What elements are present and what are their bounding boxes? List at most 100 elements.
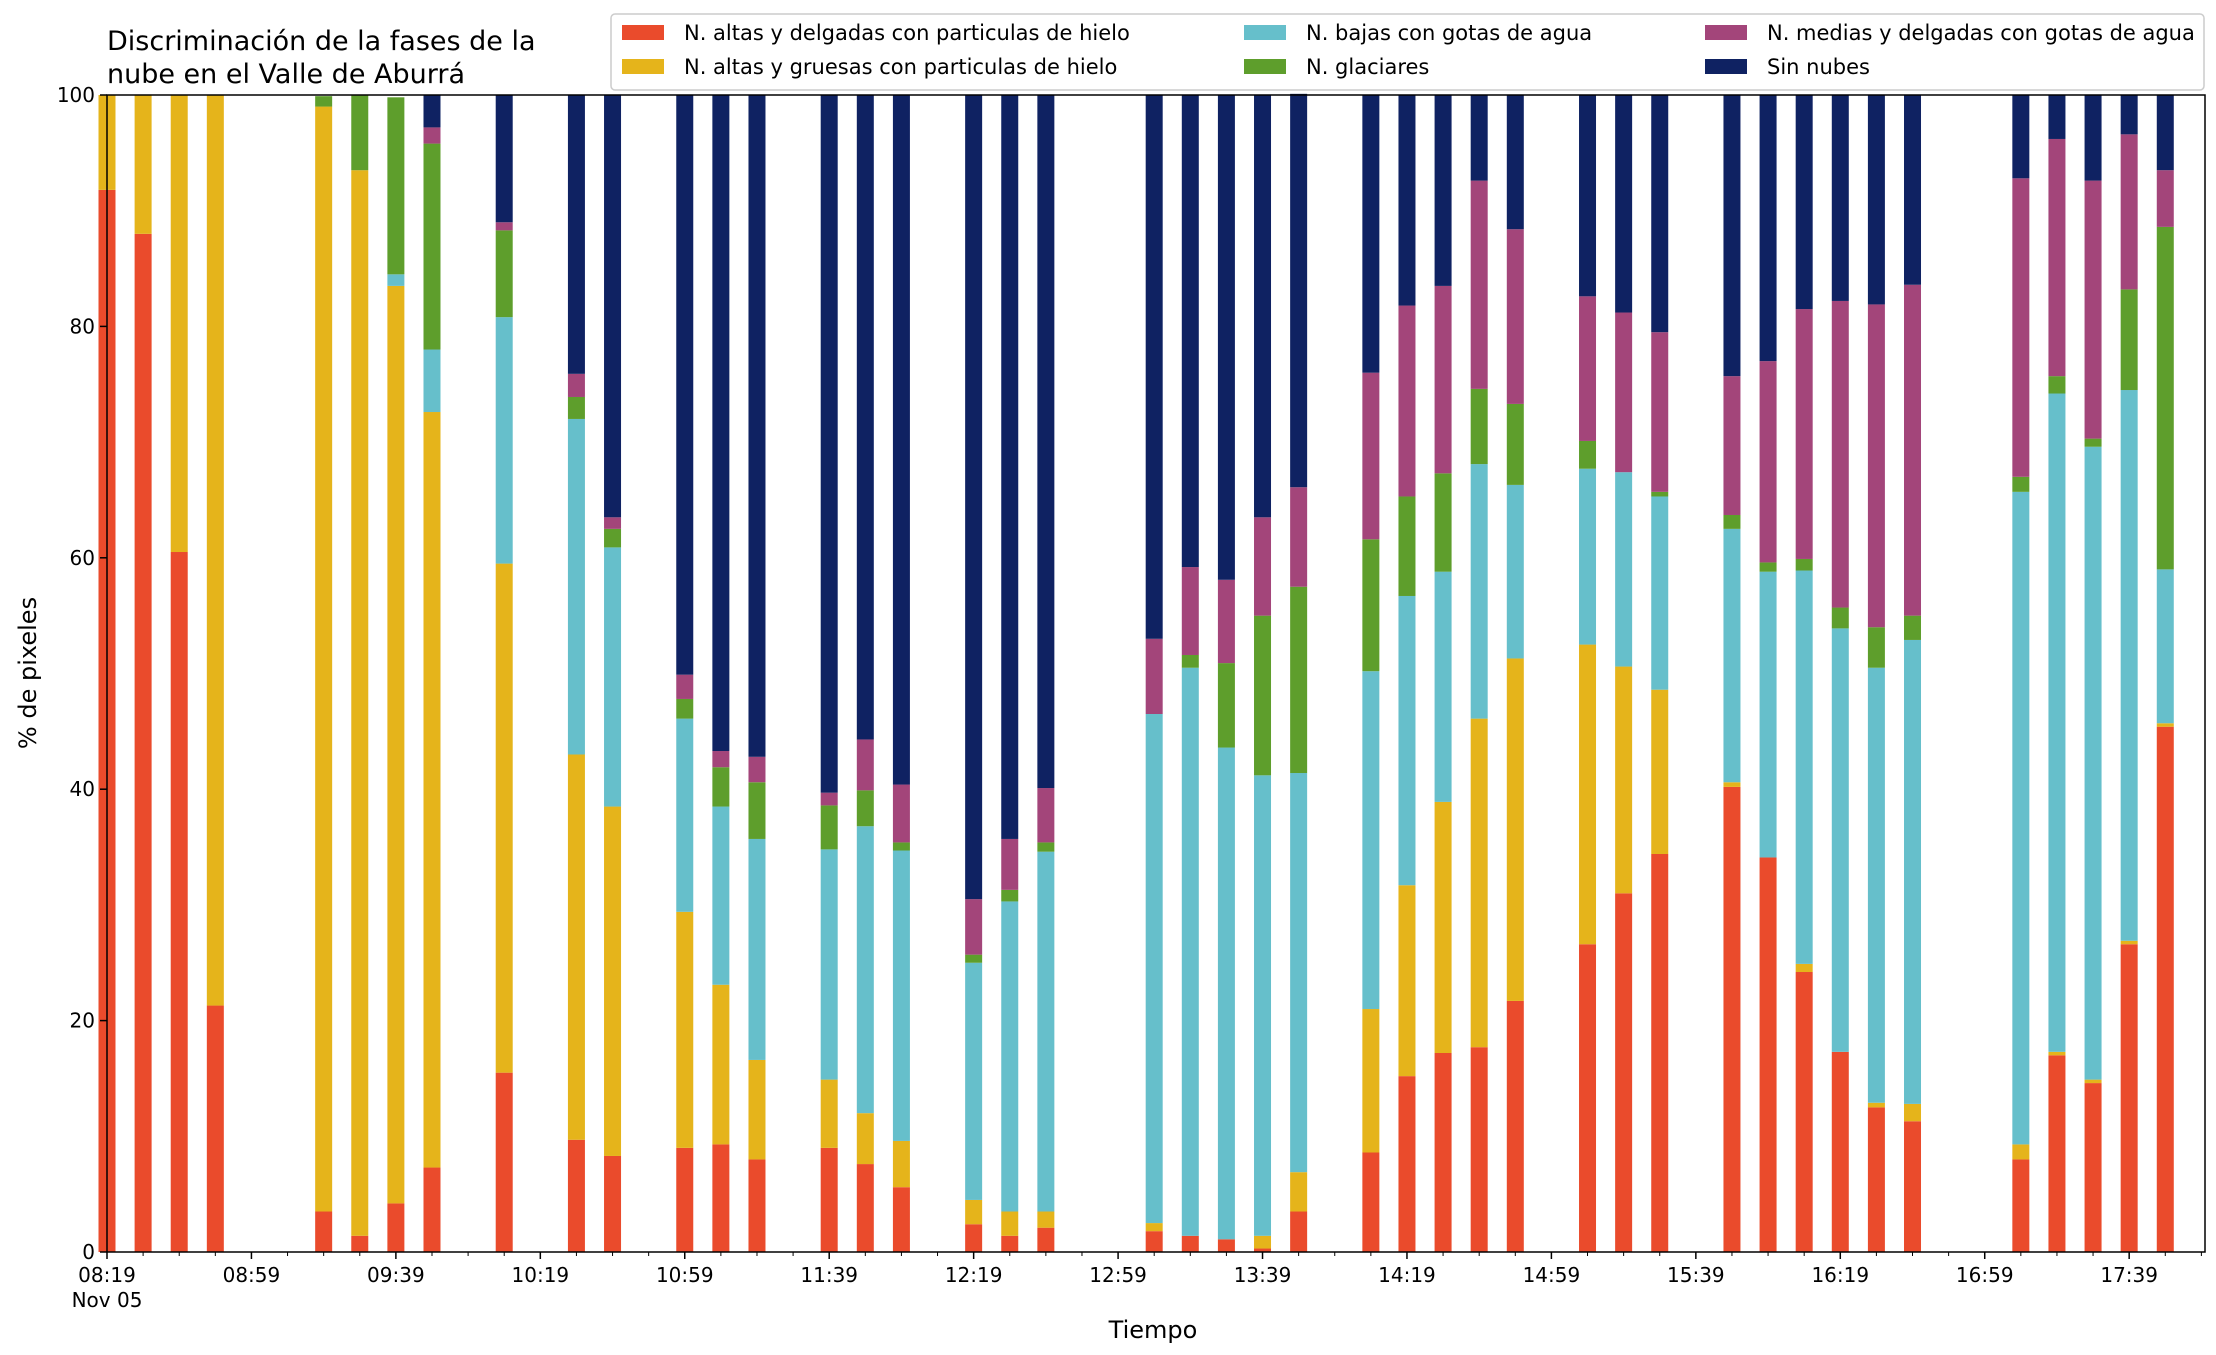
bar-segment (1506, 658, 1524, 1001)
x-axis-label: Tiempo (1108, 1316, 1198, 1344)
bar-segment (2012, 95, 2030, 179)
bar-segment (1867, 1102, 1885, 1108)
bar-segment (1001, 1211, 1019, 1236)
legend-swatch (1705, 59, 1747, 74)
bar-segment (2048, 138, 2066, 377)
x-tick-label: 16:59 (1956, 1263, 2014, 1287)
bar-segment (712, 95, 730, 752)
bar-segment (170, 552, 188, 1252)
x-tick-label: 14:59 (1523, 1263, 1581, 1287)
bar-segment (676, 718, 694, 912)
bar-segment (1290, 93, 1308, 488)
bar-segment (748, 1059, 766, 1160)
x-tick-label: 16:19 (1811, 1263, 1869, 1287)
bar-segment (1362, 372, 1380, 540)
bar-segment (1217, 1239, 1235, 1252)
bar-segment (748, 756, 766, 783)
bar-segment (1181, 1235, 1199, 1252)
bar-segment (1904, 284, 1922, 616)
bar-segment (2156, 726, 2174, 1252)
bar-segment (1470, 464, 1488, 719)
bar-segment (892, 1187, 910, 1252)
x-tick-label: 15:39 (1667, 1263, 1725, 1287)
bar-segment (892, 1140, 910, 1188)
y-axis-label: % de pixeles (14, 597, 42, 749)
bar-segment (1398, 885, 1416, 1077)
bar-segment (2084, 438, 2102, 447)
bar-segment (2048, 1055, 2066, 1252)
bar-segment (1362, 95, 1380, 373)
bar-segment (676, 911, 694, 1148)
bar-segment (820, 849, 838, 1080)
legend-entry-label: N. altas y gruesas con particulas de hie… (684, 55, 1117, 79)
y-tick-label: 0 (82, 1240, 95, 1264)
bar-segment (712, 767, 730, 807)
x-tick-label: 10:59 (656, 1263, 714, 1287)
bar-segment (567, 418, 585, 755)
bar-segment (495, 230, 513, 318)
bar-segment (1217, 95, 1235, 580)
y-tick-label: 100 (57, 83, 95, 107)
legend-entry-label: N. altas y delgadas con particulas de hi… (684, 21, 1130, 45)
bar-segment (676, 698, 694, 719)
bar-segment (387, 1203, 405, 1252)
bar-segment (1831, 1051, 1849, 1252)
bar-segment (2156, 569, 2174, 724)
chart-title-line-1: Discriminación de la fases de la (107, 26, 536, 57)
bar-segment (820, 805, 838, 850)
bar-segment (604, 517, 622, 529)
bar-segment (1506, 229, 1524, 404)
bar-segment (2012, 1159, 2030, 1252)
legend-entry-label: N. glaciares (1306, 55, 1429, 79)
bar-segment (1506, 1000, 1524, 1252)
bar-segment (1001, 901, 1019, 1212)
bar-segment (2120, 940, 2138, 945)
bar-segment (1145, 714, 1163, 1224)
x-tick-label: 11:39 (800, 1263, 858, 1287)
bar-segment (2084, 180, 2102, 439)
legend-swatch (622, 59, 664, 74)
bar-segment (1651, 491, 1669, 497)
y-tick-label: 20 (70, 1009, 95, 1033)
bar-segment (892, 842, 910, 851)
bar-segment (1904, 1121, 1922, 1252)
bar-segment (1037, 1227, 1055, 1252)
bar-segment (1362, 539, 1380, 672)
bar-segment (1795, 963, 1813, 973)
bar-segment (351, 170, 369, 1236)
bar-segment (1145, 95, 1163, 639)
bars-group (98, 93, 2174, 1253)
bar-segment (2048, 1051, 2066, 1056)
legend-entry-label: Sin nubes (1767, 55, 1870, 79)
bar-segment (1362, 1009, 1380, 1153)
bar-segment (423, 95, 441, 128)
legend-frame (610, 13, 2205, 91)
bar-segment (604, 95, 622, 518)
bar-segment (2084, 95, 2102, 181)
bar-segment (2048, 95, 2066, 139)
bar-segment (1434, 571, 1452, 802)
bar-segment (1831, 628, 1849, 1052)
x-tick-label: 09:39 (367, 1263, 425, 1287)
bar-segment (1181, 654, 1199, 668)
bar-segment (423, 143, 441, 350)
bar-segment (748, 1159, 766, 1252)
bar-segment (1795, 972, 1813, 1252)
bar-segment (2048, 376, 2066, 394)
bar-segment (604, 1155, 622, 1252)
bar-segment (567, 95, 585, 374)
bar-segment (351, 95, 369, 171)
bar-segment (2156, 226, 2174, 570)
bar-segment (1579, 440, 1597, 469)
bar-segment (567, 396, 585, 419)
bar-segment (1217, 747, 1235, 1240)
y-tick-label: 80 (70, 314, 95, 338)
bar-segment (965, 899, 983, 955)
chart-title-line-2: nube en el Valle de Aburrá (107, 59, 465, 90)
x-tick-label: 17:39 (2100, 1263, 2158, 1287)
bar-segment (1217, 663, 1235, 748)
bar-segment (2012, 476, 2030, 492)
y-tick-label: 40 (70, 777, 95, 801)
bar-segment (1867, 667, 1885, 1103)
